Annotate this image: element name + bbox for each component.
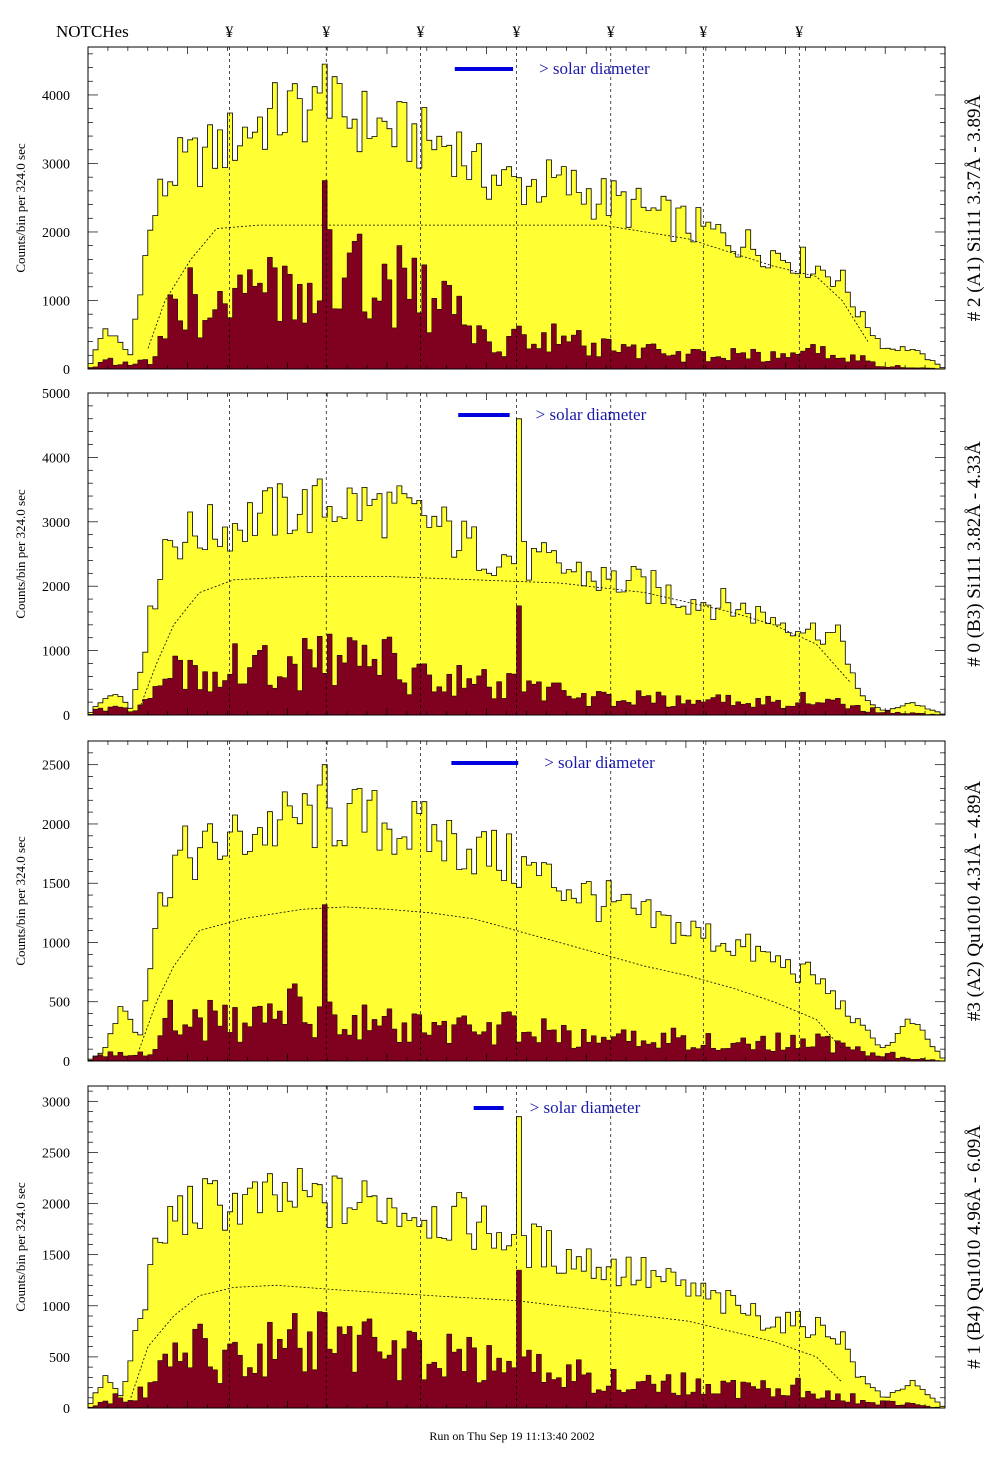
y-tick-label: 2500 [42, 1146, 70, 1161]
y-tick-label: 2000 [42, 580, 70, 595]
panel-title: # 0 (B3) Si111 3.82Å - 4.33Å [964, 441, 985, 667]
solar-diameter-annotation: > solar diameter [544, 753, 655, 772]
y-tick-label: 2000 [42, 226, 70, 241]
chart-panel: 0 500 1000 1500 2000 2500 Counts/bin per 324.0… [13, 740, 985, 1070]
y-tick-label: 1000 [42, 1300, 70, 1315]
y-tick-label: 500 [49, 996, 70, 1011]
series-lower-area [87, 180, 946, 370]
chart-panel: 0 1000 2000 3000 4000 5000 Counts/bin per 324.… [13, 387, 985, 724]
notch-symbol: ¥ [322, 24, 330, 41]
notch-symbol: ¥ [795, 24, 803, 41]
y-tick-label: 2000 [42, 818, 70, 833]
footer-run-text: Run on Thu Sep 19 11:13:40 2002 [429, 1429, 594, 1443]
series-dashed-line [147, 224, 869, 349]
notch-symbol: ¥ [607, 24, 615, 41]
y-tick-label: 3000 [42, 516, 70, 531]
series-dashed-line [139, 576, 851, 709]
y-tick-label: 1000 [42, 936, 70, 951]
panels: 0 1000 2000 3000 4000 Counts/bin per 324.0 se… [13, 46, 985, 1417]
y-tick-label: 1000 [42, 294, 70, 309]
solar-diameter-annotation: > solar diameter [539, 59, 650, 78]
y-tick-label: 0 [63, 709, 70, 724]
y-axis-label: Counts/bin per 324.0 sec [13, 143, 28, 272]
y-tick-label: 0 [63, 1055, 70, 1070]
notch-symbol: ¥ [225, 24, 233, 41]
y-tick-label: 4000 [42, 451, 70, 466]
y-axis-label: Counts/bin per 324.0 sec [13, 489, 28, 618]
chart-panel: 0 1000 2000 3000 4000 Counts/bin per 324.0 se… [13, 46, 985, 378]
y-tick-label: 500 [49, 1351, 70, 1366]
y-tick-label: 0 [63, 363, 70, 378]
y-axis-label: Counts/bin per 324.0 sec [13, 836, 28, 965]
plot-frame [87, 1085, 946, 1409]
chart-panel: 0 500 1000 1500 2000 2500 3000 Counts/bin per 3… [13, 1085, 985, 1417]
y-tick-label: 1500 [42, 877, 70, 892]
panel-title: #3 (A2) Qu1010 4.31Å - 4.89Å [964, 781, 985, 1021]
solar-diameter-annotation: > solar diameter [536, 405, 647, 424]
y-tick-label: 4000 [42, 89, 70, 104]
plot-frame [87, 46, 946, 370]
solar-diameter-annotation: > solar diameter [530, 1098, 641, 1117]
y-tick-label: 1000 [42, 645, 70, 660]
y-tick-label: 2000 [42, 1198, 70, 1213]
notch-symbols: ¥ ¥ ¥ ¥ ¥ ¥ ¥ [225, 24, 803, 41]
y-tick-label: 3000 [42, 1095, 70, 1110]
panel-title: # 2 (A1) Si111 3.37Å - 3.89Å [964, 94, 985, 321]
notch-symbol: ¥ [417, 24, 425, 41]
y-tick-label: 3000 [42, 157, 70, 172]
y-tick-label: 2500 [42, 759, 70, 774]
panel-title: # 1 (B4) Qu1010 4.96Å - 6.09Å [964, 1125, 985, 1369]
y-axis-label: Counts/bin per 324.0 sec [13, 1182, 28, 1311]
plot-frame [87, 740, 946, 1062]
y-tick-label: 1500 [42, 1249, 70, 1264]
series-dashed-line [130, 1284, 843, 1398]
plot-frame [87, 392, 946, 716]
series-dashed-line [139, 906, 843, 1050]
notches-label: NOTCHes [56, 22, 129, 41]
notch-symbol: ¥ [513, 24, 521, 41]
y-tick-label: 5000 [42, 387, 70, 402]
y-tick-label: 0 [63, 1402, 70, 1417]
notch-symbol: ¥ [699, 24, 707, 41]
